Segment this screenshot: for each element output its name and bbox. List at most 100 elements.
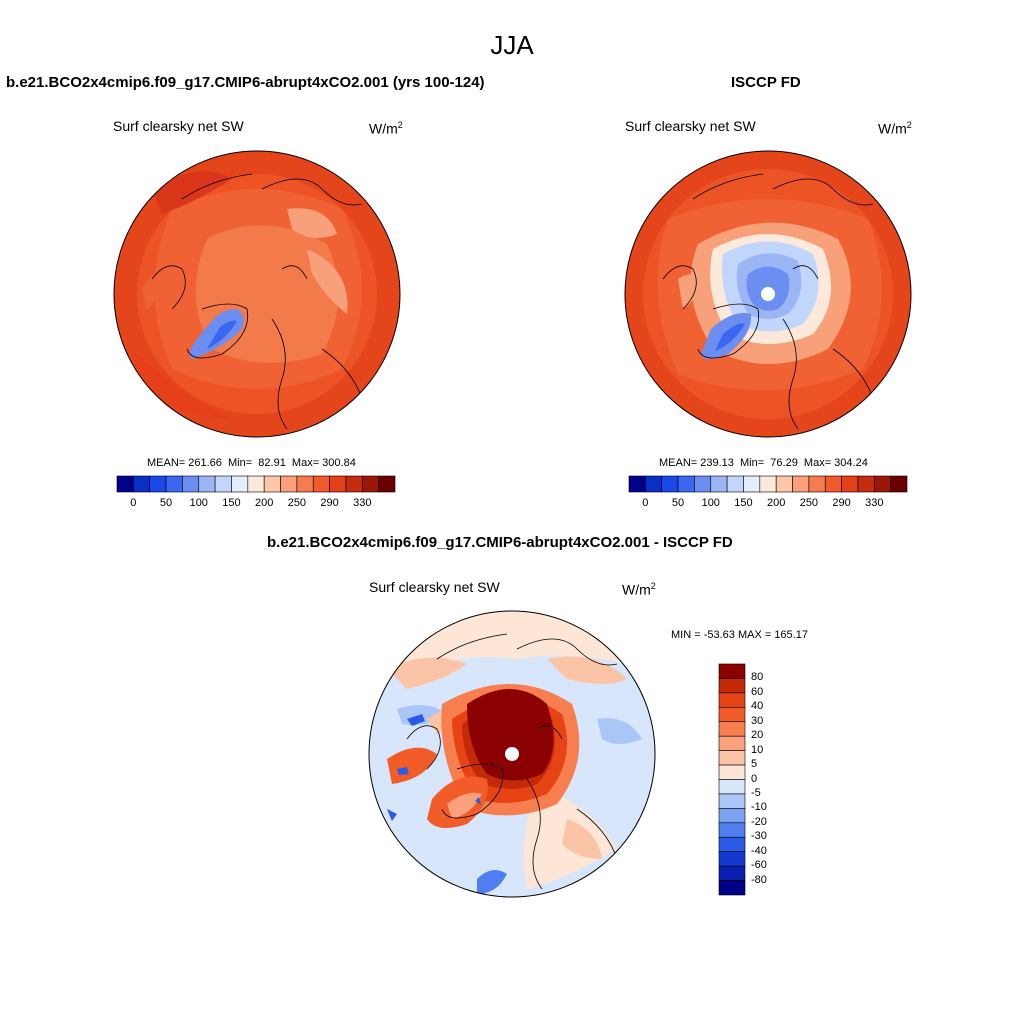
obs-colorbar-swatch [710,475,728,493]
diff-colorbar-swatch [718,808,746,824]
obs-colorbar-tick-label: 50 [671,497,685,509]
diff-colorbar-tick-label: -60 [751,859,767,872]
obs-colorbar-swatch [873,475,891,493]
model-colorbar-swatch [329,475,347,493]
diff-colorbar-swatch [718,865,746,881]
obs-colorbar-swatch [694,475,712,493]
obs-panel-title: ISCCP FD [731,74,801,91]
diff-colorbar-tick-label: 0 [751,772,758,785]
diff-panel-title: b.e21.BCO2x4cmip6.f09_g17.CMIP6-abrupt4x… [267,534,733,551]
obs-colorbar-tick-label: 250 [799,497,819,509]
obs-colorbar-tick-label: 290 [832,497,851,509]
diff-colorbar-swatch [718,750,746,766]
model-colorbar-swatch [263,475,281,493]
obs-colorbar-swatch [743,475,761,493]
model-colorbar-swatch [149,475,167,493]
obs-colorbar-tick-label: 150 [734,497,753,509]
model-stats: MEAN= 261.66 Min= 82.91 Max= 300.84 [147,457,356,469]
obs-colorbar-tick-label: 0 [642,497,649,509]
diff-colorbar-tick-label: 30 [751,714,764,727]
obs-colorbar-tick-label: 100 [701,497,720,509]
obs-colorbar-swatch [890,475,908,493]
diff-colorbar-tick-label: -5 [751,786,761,799]
diff-colorbar-swatch [718,851,746,867]
model-panel-title: b.e21.BCO2x4cmip6.f09_g17.CMIP6-abrupt4x… [6,74,485,91]
obs-units-label: W/m2 [878,120,912,137]
obs-colorbar-swatch [726,475,744,493]
model-colorbar-swatch [296,475,314,493]
model-colorbar-tick-label: 50 [159,497,173,509]
model-colorbar-tick-label: 250 [287,497,307,509]
model-colorbar-swatch [116,475,134,493]
obs-colorbar-ticks: 0 50 100 150 200 250 290 330 [629,497,907,511]
diff-colorbar-swatch [718,779,746,795]
model-colorbar-swatch [361,475,379,493]
diff-colorbar-tick-label: 60 [751,685,764,698]
diff-stats: MIN = -53.63 MAX = 165.17 [671,629,808,641]
model-colorbar-swatch [312,475,330,493]
model-units-label: W/m2 [369,120,403,137]
model-colorbar-ticks: 0 50 100 150 200 250 290 330 [117,497,395,511]
diff-colorbar-swatch [718,836,746,852]
model-colorbar-tick-label: 150 [222,497,241,509]
obs-colorbar-swatch [677,475,695,493]
model-colorbar-swatch [198,475,216,493]
diff-colorbar-swatch [718,735,746,751]
obs-stats: MEAN= 239.13 Min= 76.29 Max= 304.24 [659,457,868,469]
diff-colorbar-swatch [718,707,746,723]
model-colorbar-swatch [214,475,232,493]
diff-colorbar-swatch [718,721,746,737]
model-colorbar [116,475,396,493]
obs-colorbar-tick-label: 330 [865,497,884,509]
diff-colorbar-tick-label: -40 [751,844,767,857]
model-colorbar-swatch [247,475,265,493]
model-colorbar-tick-label: 200 [254,497,274,509]
obs-colorbar-swatch [661,475,679,493]
diff-colorbar-tick-label: -10 [751,801,767,814]
diff-colorbar-swatch [718,663,746,679]
model-colorbar-swatch [345,475,363,493]
main-title: JJA [490,30,534,60]
diff-units-label: W/m2 [622,581,656,598]
obs-colorbar-swatch [792,475,810,493]
obs-colorbar-swatch [759,475,777,493]
diff-polar-map [368,610,656,898]
obs-polar-map [624,150,912,438]
diff-colorbar-swatch [718,793,746,809]
model-polar-map [113,150,401,438]
model-colorbar-swatch [182,475,200,493]
diff-colorbar-tick-label: -30 [751,830,767,843]
model-colorbar-tick-label: 100 [189,497,208,509]
model-colorbar-tick-label: 330 [353,497,372,509]
obs-colorbar-swatch [857,475,875,493]
diff-colorbar-tick-label: 5 [751,758,758,771]
model-variable-label: Surf clearsky net SW [113,118,244,134]
obs-colorbar-swatch [645,475,663,493]
obs-colorbar-swatch [808,475,826,493]
diff-colorbar-tick-label: 10 [751,743,764,756]
diff-colorbar-tick-label: 80 [751,671,764,684]
diff-colorbar-swatch [718,822,746,838]
diff-colorbar-swatch [718,880,746,896]
diff-colorbar-swatch [718,692,746,708]
model-colorbar-swatch [280,475,298,493]
model-colorbar-swatch [231,475,249,493]
diff-colorbar [718,663,746,896]
model-colorbar-tick-label: 0 [130,497,137,509]
diff-colorbar-tick-label: -20 [751,815,767,828]
obs-colorbar [628,475,908,493]
model-colorbar-tick-label: 290 [320,497,339,509]
obs-colorbar-swatch [775,475,793,493]
model-colorbar-swatch [133,475,151,493]
diff-colorbar-swatch [718,678,746,694]
obs-colorbar-swatch [628,475,646,493]
model-colorbar-swatch [165,475,183,493]
obs-colorbar-swatch [841,475,859,493]
model-colorbar-swatch [378,475,396,493]
diff-colorbar-tick-label: -80 [751,873,767,886]
obs-colorbar-tick-label: 200 [766,497,786,509]
obs-variable-label: Surf clearsky net SW [625,118,756,134]
diff-colorbar-ticks: 80 60 40 30 20 10 5 0 -5 -10 -20 -30 -40 -60 -80 [751,664,791,895]
obs-colorbar-swatch [824,475,842,493]
diff-colorbar-tick-label: 40 [751,700,764,713]
